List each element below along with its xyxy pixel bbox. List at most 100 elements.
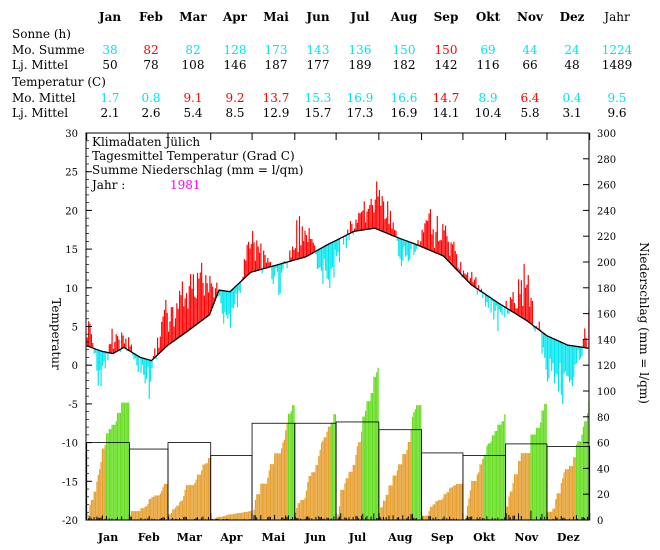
precip-cumulative-bar	[486, 445, 488, 520]
precip-cumulative-bar	[184, 489, 186, 520]
temp-value: 8.9	[478, 91, 497, 105]
precip-cumulative-bar	[491, 435, 494, 520]
precip-cumulative-bar	[278, 453, 280, 520]
precip-daily-bar	[253, 515, 255, 520]
precip-cumulative-bar	[158, 495, 160, 520]
precip-cumulative-bar	[258, 494, 261, 520]
temperature-day-bar	[369, 204, 371, 230]
temperature-day-bar	[338, 238, 341, 263]
temperature-day-bar	[442, 223, 444, 256]
temperature-day-bar	[449, 255, 451, 262]
precip-daily-bar	[89, 516, 91, 520]
precip-cumulative-bar	[507, 506, 509, 520]
temperature-day-bar	[529, 306, 531, 323]
temperature-day-bar	[301, 226, 303, 259]
precip-cumulative-bar	[145, 506, 148, 520]
sun-row-label: Mo. Summe	[12, 43, 85, 57]
precip-cumulative-bar	[538, 427, 540, 520]
precip-cumulative-bar	[362, 416, 364, 520]
precip-cumulative-bar	[398, 464, 400, 520]
precip-daily-bar	[88, 518, 90, 520]
precip-cumulative-bar	[443, 494, 445, 520]
precip-daily-bar	[416, 518, 418, 520]
precip-daily-bar	[194, 518, 196, 520]
temperature-day-bar	[125, 338, 127, 349]
ytick-left-label: 10	[65, 284, 78, 295]
temperature-day-bar	[569, 345, 571, 383]
temperature-day-bar	[343, 236, 345, 245]
temperature-day-bar	[370, 198, 372, 229]
precip-cumulative-bar	[549, 511, 551, 520]
temperature-day-bar	[378, 190, 381, 230]
temperature-day-bar	[279, 264, 281, 294]
temperature-day-bar	[519, 294, 521, 317]
precip-daily-bar	[287, 515, 289, 520]
precip-daily-bar	[406, 517, 408, 520]
precip-daily-bar	[398, 517, 400, 520]
temperature-day-bar	[227, 291, 229, 319]
precip-cumulative-bar	[513, 474, 516, 520]
temperature-day-bar	[104, 351, 106, 369]
temperature-day-bar	[176, 303, 178, 340]
precip-cumulative-bar	[410, 429, 412, 520]
precip-daily-bar	[491, 517, 493, 520]
temperature-day-bar	[438, 241, 440, 254]
precip-daily-bar	[504, 517, 506, 520]
precip-cumulative-bar	[121, 402, 123, 520]
precip-cumulative-bar	[275, 453, 277, 520]
precip-cumulative-bar	[394, 475, 396, 520]
temperature-day-bar	[150, 360, 152, 382]
precip-cumulative-bar	[351, 471, 353, 520]
temperature-day-bar	[112, 348, 115, 354]
temperature-day-bar	[292, 246, 294, 261]
temperature-day-bar	[355, 219, 357, 232]
precip-cumulative-bar	[100, 461, 102, 520]
precip-cumulative-bar	[236, 513, 239, 520]
temperature-day-bar	[435, 231, 437, 253]
precip-daily-bar	[429, 516, 431, 520]
temperature-day-bar	[151, 360, 153, 369]
precip-cumulative-bar	[99, 469, 101, 520]
temperature-day-bar	[179, 290, 181, 338]
precip-cumulative-bar	[228, 514, 230, 520]
sun-value: 189	[349, 58, 372, 72]
month-header-Jul: Jul	[350, 10, 370, 24]
precip-cumulative-bar	[407, 441, 410, 520]
xtick-label-Jun: Jun	[304, 531, 326, 544]
precip-cumulative-bar	[230, 514, 232, 520]
precip-daily-bar	[305, 516, 307, 520]
precip-cumulative-bar	[454, 485, 456, 520]
precip-cumulative-bar	[264, 483, 266, 520]
xtick-label-Nov: Nov	[514, 531, 538, 544]
temperature-day-bar	[413, 243, 415, 255]
temp-value: 15.3	[305, 91, 332, 105]
precip-cumulative-bar	[424, 515, 426, 520]
temp-row-label: Mo. Mittel	[12, 91, 76, 105]
precip-cumulative-bar	[242, 512, 244, 520]
temperature-day-bar	[487, 295, 489, 308]
temperature-day-bar	[349, 221, 352, 234]
temperature-day-bar	[526, 284, 528, 321]
temperature-day-bar	[260, 243, 262, 270]
temperature-day-bar	[495, 301, 498, 306]
precip-cumulative-bar	[220, 516, 222, 520]
precip-cumulative-bar	[141, 508, 144, 520]
temperature-day-bar	[571, 345, 573, 387]
precip-daily-bar	[413, 517, 415, 520]
precip-cumulative-bar	[206, 463, 208, 520]
precip-cumulative-bar	[555, 499, 557, 520]
temperature-day-bar	[185, 293, 188, 333]
temp-value: 13.7	[263, 91, 290, 105]
precip-daily-bar	[382, 516, 384, 520]
precip-cumulative-bar	[494, 431, 496, 520]
precip-cumulative-bar	[216, 517, 218, 520]
precip-cumulative-bar	[315, 464, 317, 520]
sun-value: 69	[480, 43, 495, 57]
temperature-day-bar	[236, 285, 239, 308]
precip-daily-bar	[311, 518, 313, 520]
precip-cumulative-bar	[530, 434, 532, 520]
temperature-day-bar	[285, 262, 287, 264]
precip-daily-bar	[117, 517, 118, 520]
ytick-right-label: 40	[597, 464, 610, 475]
temperature-day-bar	[533, 325, 535, 329]
